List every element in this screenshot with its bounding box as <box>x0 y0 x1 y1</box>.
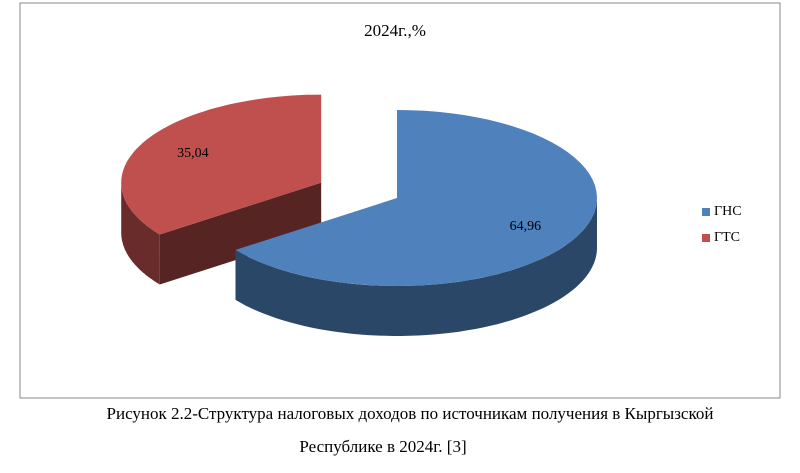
slice: 35,04 <box>121 94 322 285</box>
legend-label: ГНС <box>714 204 742 219</box>
slice-top <box>235 110 597 286</box>
caption-line: Рисунок 2.2-Структура налоговых доходов … <box>107 404 714 423</box>
slice-top <box>121 94 322 235</box>
caption-line: Республике в 2024г. [3] <box>299 437 466 456</box>
legend: ГНС ГТС <box>702 204 742 245</box>
data-label: 35,04 <box>177 146 209 161</box>
legend-swatch <box>702 234 710 242</box>
legend-label: ГТС <box>714 230 740 245</box>
chart-title: 2024г.,% <box>364 21 426 40</box>
pie: 35,04 64,96 <box>121 94 597 336</box>
slice-wall <box>121 182 160 285</box>
slice: 64,96 <box>235 110 597 336</box>
legend-swatch <box>702 208 710 216</box>
data-label: 64,96 <box>510 219 542 234</box>
slice-wall <box>235 198 597 336</box>
slice-side <box>159 182 322 285</box>
